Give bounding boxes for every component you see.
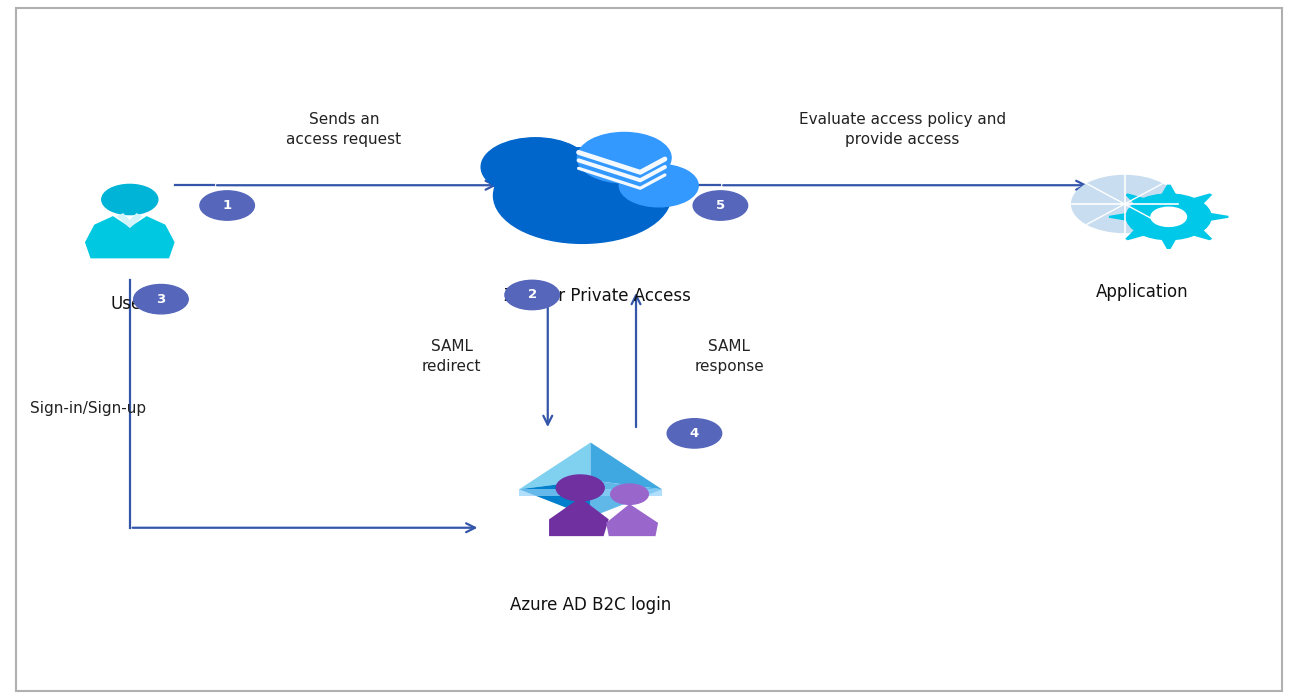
- Text: User: User: [110, 295, 149, 313]
- Circle shape: [200, 191, 254, 220]
- Circle shape: [1127, 194, 1211, 240]
- Polygon shape: [1162, 239, 1176, 249]
- Circle shape: [505, 280, 559, 310]
- Text: 5: 5: [715, 199, 726, 212]
- Polygon shape: [1125, 194, 1145, 203]
- Circle shape: [1151, 207, 1186, 226]
- Text: 2: 2: [527, 289, 537, 301]
- Polygon shape: [1125, 230, 1145, 240]
- Circle shape: [667, 419, 722, 448]
- Text: Zscaler Private Access: Zscaler Private Access: [504, 287, 691, 305]
- Circle shape: [578, 133, 671, 183]
- Text: Evaluate access policy and
provide access: Evaluate access policy and provide acces…: [798, 112, 1006, 147]
- Circle shape: [482, 138, 589, 196]
- Polygon shape: [591, 442, 662, 489]
- Circle shape: [693, 191, 748, 220]
- Circle shape: [134, 284, 188, 314]
- Circle shape: [101, 185, 158, 215]
- Polygon shape: [1162, 185, 1176, 194]
- Circle shape: [619, 164, 698, 207]
- FancyBboxPatch shape: [16, 8, 1282, 691]
- Polygon shape: [519, 442, 591, 489]
- Polygon shape: [1211, 213, 1228, 221]
- Circle shape: [1072, 175, 1177, 233]
- Text: 1: 1: [222, 199, 232, 212]
- Circle shape: [493, 147, 671, 243]
- Polygon shape: [1193, 194, 1212, 203]
- Polygon shape: [591, 480, 662, 517]
- Text: 4: 4: [689, 427, 700, 440]
- Polygon shape: [1108, 213, 1127, 221]
- Polygon shape: [606, 504, 658, 536]
- Polygon shape: [1193, 230, 1212, 240]
- Circle shape: [556, 475, 605, 500]
- Text: SAML
redirect: SAML redirect: [422, 339, 482, 374]
- Polygon shape: [84, 216, 175, 259]
- Text: Application: Application: [1096, 283, 1189, 301]
- Polygon shape: [549, 498, 609, 536]
- Text: Azure AD B2C login: Azure AD B2C login: [510, 596, 671, 614]
- Polygon shape: [519, 489, 662, 496]
- Circle shape: [610, 484, 649, 505]
- Polygon shape: [519, 480, 591, 517]
- Text: 3: 3: [156, 293, 166, 305]
- Text: SAML
response: SAML response: [694, 339, 765, 374]
- Text: Sign-in/Sign-up: Sign-in/Sign-up: [30, 401, 147, 417]
- Polygon shape: [117, 213, 143, 228]
- Text: Sends an
access request: Sends an access request: [287, 112, 401, 147]
